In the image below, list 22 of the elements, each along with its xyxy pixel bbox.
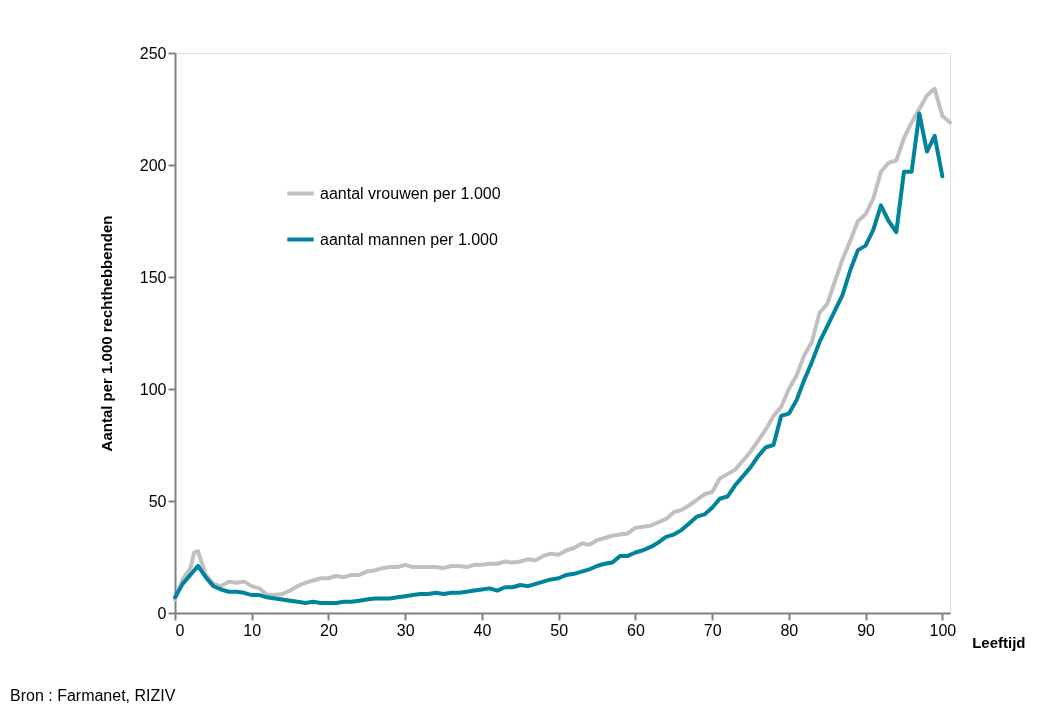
x-tick-label: 60 (627, 621, 645, 639)
y-axis-title: Aantal per 1.000 rechthebbenden (97, 215, 115, 452)
y-tick-label: 100 (139, 380, 167, 398)
x-tick-label: 0 (175, 621, 185, 639)
x-tick-label: 90 (857, 621, 876, 639)
x-tick-label: 40 (473, 621, 492, 639)
y-tick-label: 0 (157, 604, 167, 622)
x-tick-label: 50 (550, 621, 569, 639)
legend-label: aantal vrouwen per 1.000 (320, 184, 501, 202)
y-tick-label: 50 (148, 492, 167, 510)
y-tick-label: 250 (139, 44, 167, 62)
x-tick-label: 30 (396, 621, 415, 639)
x-tick-label: 80 (780, 621, 799, 639)
legend-label: aantal mannen per 1.000 (320, 230, 499, 248)
x-tick-label: 70 (703, 621, 722, 639)
text: Bron : Farmanet, RIZIV (10, 687, 176, 704)
x-tick-label: 10 (243, 621, 262, 639)
y-tick-label: 200 (139, 156, 167, 174)
x-tick-label: 20 (320, 621, 338, 639)
x-tick-label: 100 (929, 621, 957, 639)
y-tick-label: 150 (139, 268, 167, 286)
x-axis-title: Leeftijd (972, 633, 1026, 651)
